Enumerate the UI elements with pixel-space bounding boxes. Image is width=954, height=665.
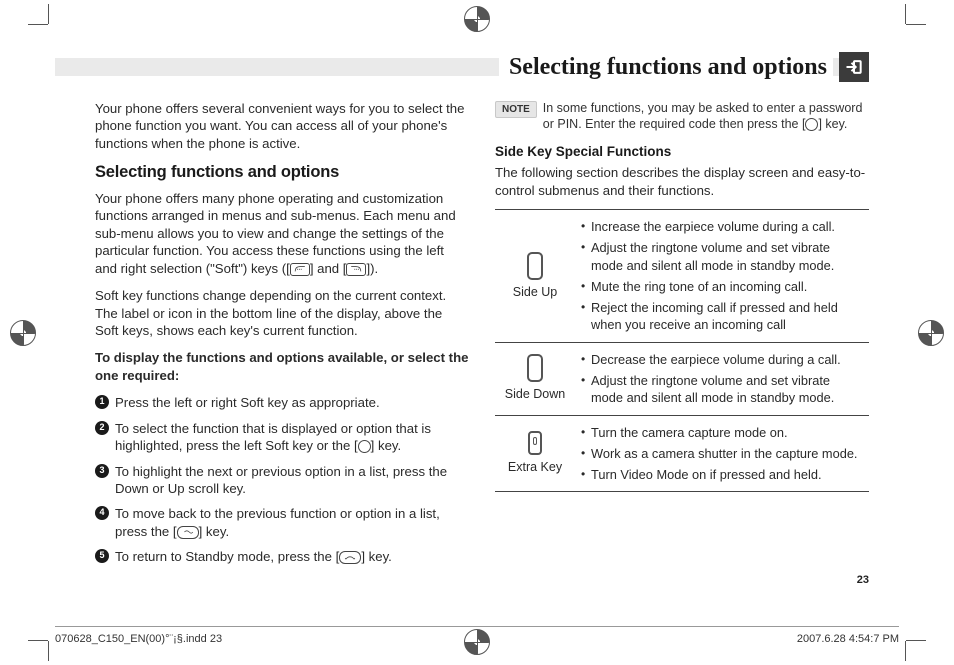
page-title: Selecting functions and options xyxy=(499,54,833,81)
subsection-heading: Side Key Special Functions xyxy=(495,143,869,161)
ok-key-icon xyxy=(805,118,818,131)
list-item: Adjust the ringtone volume and set vibra… xyxy=(581,372,863,407)
page-number: 23 xyxy=(857,574,869,586)
print-footer: 070628_C150_EN(00)°¨¡§.indd 23 2007.6.28… xyxy=(55,626,899,645)
steps-list: 1Press the left or right Soft key as app… xyxy=(95,394,469,565)
row-content: Increase the earpiece volume during a ca… xyxy=(575,210,869,343)
list-item: Turn the camera capture mode on. xyxy=(581,424,863,441)
table-row: Extra KeyTurn the camera capture mode on… xyxy=(495,415,869,492)
right-column: NOTE In some functions, you may be asked… xyxy=(495,100,869,580)
end-key-icon xyxy=(339,551,361,564)
row-label: Extra Key xyxy=(495,415,575,492)
bullet-list: Decrease the earpiece volume during a ca… xyxy=(581,351,863,407)
reg-mark-icon xyxy=(464,6,490,32)
soft-key-right-icon xyxy=(346,263,366,276)
side-down-icon xyxy=(527,354,543,382)
note-badge: NOTE xyxy=(495,101,537,118)
ok-key-icon xyxy=(358,440,371,453)
list-item: Work as a camera shutter in the capture … xyxy=(581,445,863,462)
list-item: 2To select the function that is displaye… xyxy=(95,420,469,455)
instruction-lead: To display the functions and options ava… xyxy=(95,349,469,384)
page-header: Selecting functions and options xyxy=(499,52,869,82)
manual-page: Selecting functions and options Your pho… xyxy=(0,0,954,665)
footer-timestamp: 2007.6.28 4:54:7 PM xyxy=(797,633,899,645)
intro-paragraph: Your phone offers several convenient way… xyxy=(95,100,469,152)
back-key-icon xyxy=(177,526,199,539)
list-item: Increase the earpiece volume during a ca… xyxy=(581,218,863,235)
footer-filename: 070628_C150_EN(00)°¨¡§.indd 23 xyxy=(55,633,222,645)
extra-key-icon xyxy=(528,431,542,455)
list-item: 1Press the left or right Soft key as app… xyxy=(95,394,469,411)
note-text: In some functions, you may be asked to e… xyxy=(543,100,869,133)
row-content: Turn the camera capture mode on. Work as … xyxy=(575,415,869,492)
bullet-list: Increase the earpiece volume during a ca… xyxy=(581,218,863,334)
table-row: Side Up Increase the earpiece volume duri… xyxy=(495,210,869,343)
bullet-list: Turn the camera capture mode on. Work as … xyxy=(581,424,863,484)
left-column: Your phone offers several convenient way… xyxy=(95,100,469,580)
page-sheet: Selecting functions and options Your pho… xyxy=(55,30,899,610)
note-block: NOTE In some functions, you may be asked… xyxy=(495,100,869,133)
body-paragraph: Soft key functions change depending on t… xyxy=(95,287,469,339)
section-icon xyxy=(839,52,869,82)
side-up-icon xyxy=(527,252,543,280)
list-item: Reject the incoming call if pressed and … xyxy=(581,299,863,334)
body-paragraph: The following section describes the disp… xyxy=(495,164,869,199)
list-item: 5To return to Standby mode, press the []… xyxy=(95,548,469,565)
section-heading: Selecting functions and options xyxy=(95,162,469,184)
row-label: Side Down xyxy=(495,342,575,415)
list-item: Mute the ring tone of an incoming call. xyxy=(581,278,863,295)
list-item: 3To highlight the next or previous optio… xyxy=(95,463,469,498)
row-label: Side Up xyxy=(495,210,575,343)
reg-mark-icon xyxy=(918,320,944,346)
list-item: Decrease the earpiece volume during a ca… xyxy=(581,351,863,368)
side-key-table: Side Up Increase the earpiece volume duri… xyxy=(495,209,869,492)
list-item: 4To move back to the previous function o… xyxy=(95,505,469,540)
body-paragraph: Your phone offers many phone operating a… xyxy=(95,190,469,277)
reg-mark-icon xyxy=(10,320,36,346)
table-row: Side Down Decrease the earpiece volume du… xyxy=(495,342,869,415)
content-columns: Your phone offers several convenient way… xyxy=(95,100,869,580)
row-content: Decrease the earpiece volume during a ca… xyxy=(575,342,869,415)
list-item: Turn Video Mode on if pressed and held. xyxy=(581,466,863,483)
soft-key-left-icon xyxy=(290,263,310,276)
list-item: Adjust the ringtone volume and set vibra… xyxy=(581,239,863,274)
